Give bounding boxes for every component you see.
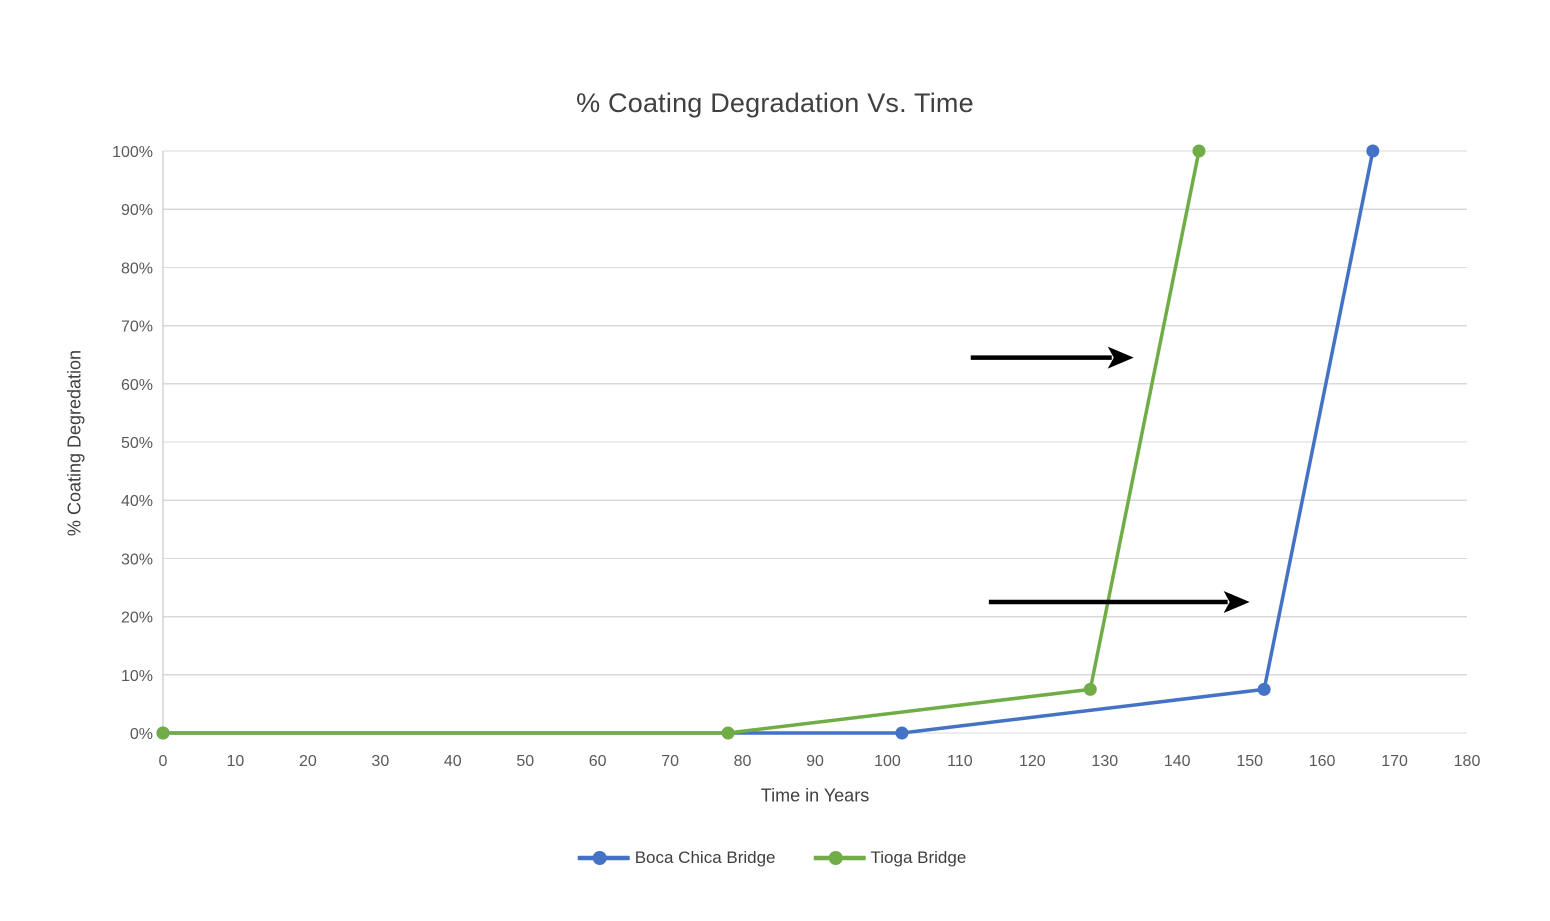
x-tick-label: 30 (371, 753, 389, 770)
x-tick-label: 90 (806, 753, 824, 770)
x-tick-label: 100 (874, 753, 901, 770)
chart-title: % Coating Degradation Vs. Time (576, 88, 974, 118)
y-tick-label: 70% (121, 319, 153, 336)
legend-swatch (813, 851, 866, 865)
y-tick-label: 10% (121, 668, 153, 685)
legend: Boca Chica Bridge Tioga Bridge (577, 848, 967, 868)
y-tick-label: 50% (121, 435, 153, 452)
x-tick-label: 180 (1454, 753, 1481, 770)
x-tick-label: 150 (1236, 753, 1263, 770)
data-point-marker (156, 726, 170, 740)
x-tick-label: 170 (1381, 753, 1408, 770)
x-tick-label: 130 (1091, 753, 1118, 770)
x-tick-label: 10 (227, 753, 245, 770)
x-tick-label: 160 (1309, 753, 1336, 770)
x-tick-label: 50 (516, 753, 534, 770)
x-tick-label: 80 (734, 753, 752, 770)
legend-label: Tioga Bridge (870, 848, 967, 867)
x-tick-label: 60 (589, 753, 607, 770)
y-tick-label: 40% (121, 493, 153, 510)
x-tick-label: 140 (1164, 753, 1191, 770)
data-point-marker (1192, 144, 1206, 158)
x-tick-label: 70 (661, 753, 679, 770)
x-tick-label: 120 (1019, 753, 1046, 770)
data-point-marker (1083, 682, 1097, 696)
legend-item-tioga-bridge: Tioga Bridge (813, 848, 967, 868)
y-tick-label: 0% (130, 726, 153, 743)
y-tick-label: 90% (121, 202, 153, 219)
y-tick-label: 20% (121, 610, 153, 627)
legend-label: Boca Chica Bridge (634, 848, 776, 867)
data-point-marker (895, 726, 909, 740)
x-axis-title: Time in Years (760, 785, 870, 806)
series-line (161, 149, 1201, 735)
x-tick-label: 40 (444, 753, 462, 770)
data-point-marker (721, 726, 735, 740)
annotation-arrow-head (1223, 591, 1250, 614)
x-tick-label: 20 (299, 753, 317, 770)
y-tick-label: 30% (121, 551, 153, 568)
annotation-arrow-head (1107, 346, 1134, 369)
y-tick-label: 100% (112, 144, 153, 161)
y-tick-label: 80% (121, 260, 153, 277)
data-point-marker (1366, 144, 1380, 158)
legend-item-boca-chica-bridge: Boca Chica Bridge (577, 848, 776, 868)
legend-swatch (577, 851, 630, 865)
x-tick-label: 110 (947, 753, 973, 770)
data-point-marker (1257, 682, 1271, 696)
y-tick-label: 60% (121, 377, 153, 394)
x-tick-label: 0 (159, 753, 168, 770)
